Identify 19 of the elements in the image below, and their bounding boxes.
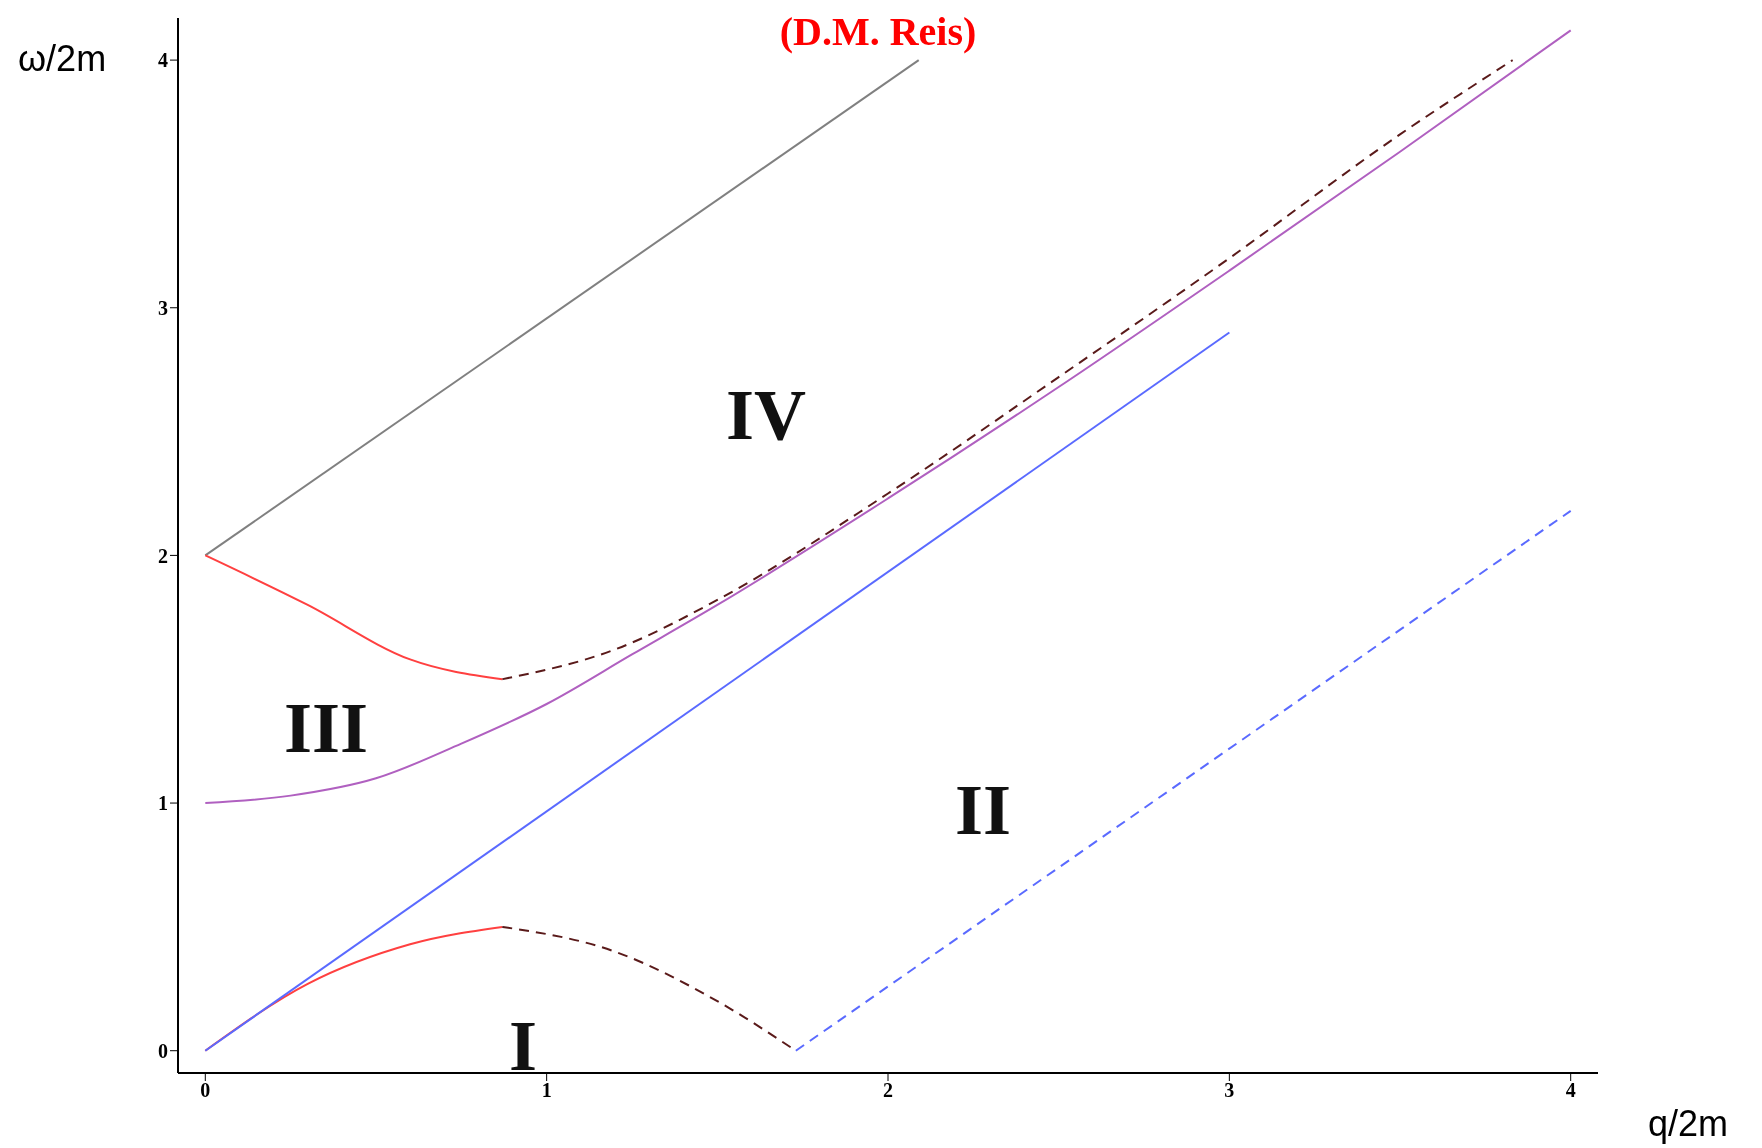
x-axis-title: q/2m xyxy=(1648,1103,1729,1145)
y-tick-label: 4 xyxy=(158,49,168,72)
y-tick-label: 0 xyxy=(158,1039,168,1062)
annotation: IV xyxy=(725,375,807,455)
line-series xyxy=(501,59,1514,681)
y-tick-label: 1 xyxy=(158,792,168,815)
annotation: I xyxy=(508,1006,538,1086)
y-tick-label: 3 xyxy=(158,296,168,319)
line-series xyxy=(204,554,504,681)
annotation: II xyxy=(954,770,1012,850)
chart-title: (D.M. Reis) xyxy=(779,9,977,54)
x-tick-label: 3 xyxy=(1224,1079,1235,1102)
y-tick-label: 2 xyxy=(158,544,168,567)
x-tick-label: 4 xyxy=(1565,1079,1576,1102)
y-axis-title: ω/2m xyxy=(18,38,107,80)
x-tick-label: 1 xyxy=(541,1079,552,1102)
annotation: III xyxy=(283,688,369,768)
x-tick-label: 2 xyxy=(883,1079,893,1102)
x-tick-label: 0 xyxy=(200,1079,211,1102)
